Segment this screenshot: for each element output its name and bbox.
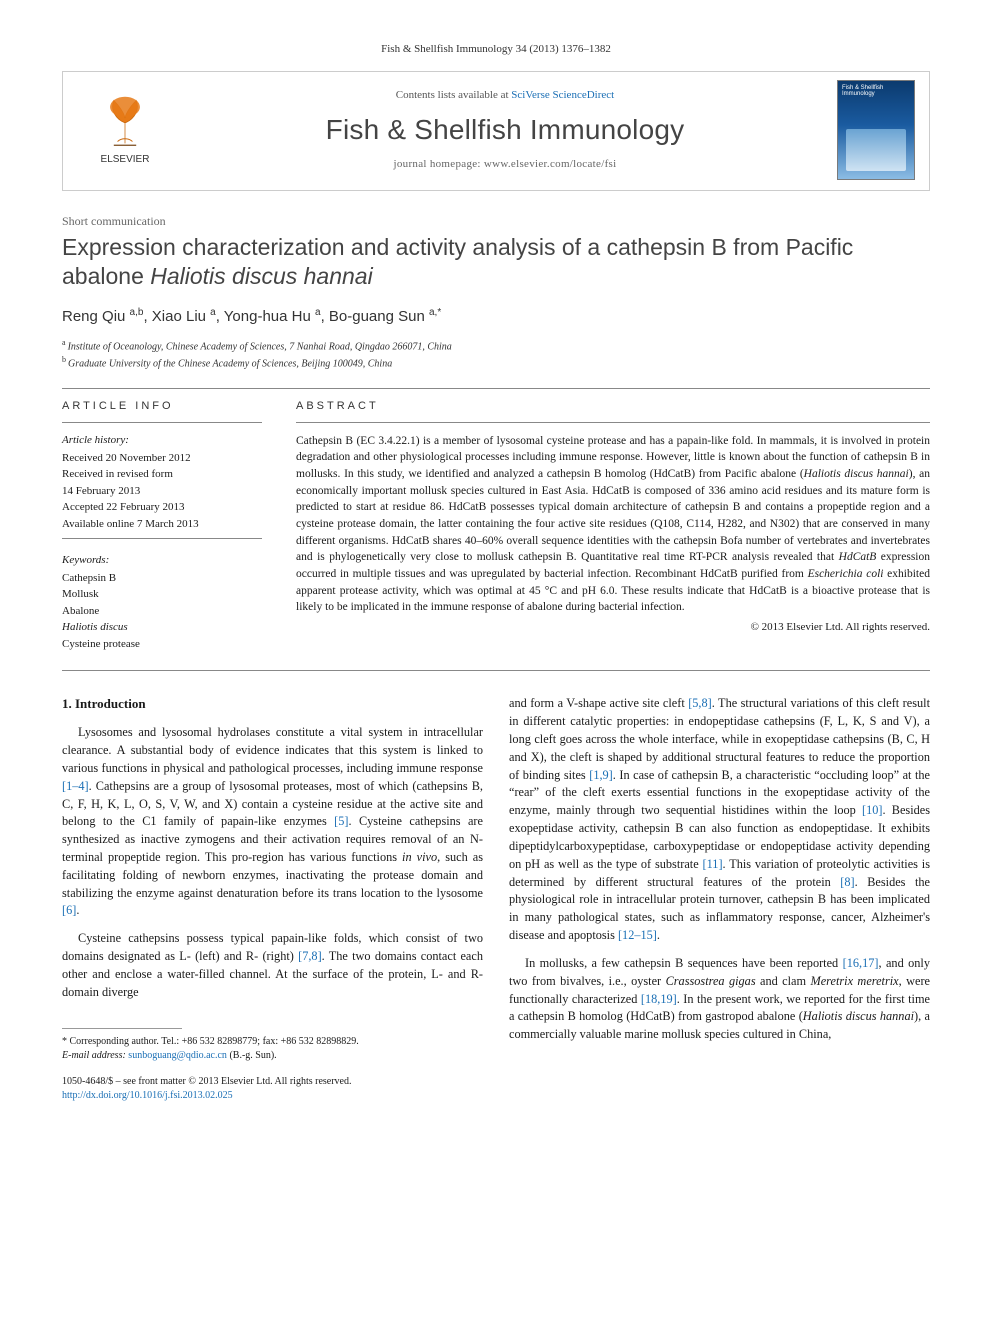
body-col-right: and form a V-shape active site cleft [5,… — [509, 695, 930, 1103]
contents-prefix: Contents lists available at — [396, 89, 511, 101]
abstract-sep — [296, 422, 930, 423]
body-columns: 1. Introduction Lysosomes and lysosomal … — [62, 695, 930, 1103]
journal-cover-thumb: Fish & Shellfish Immunology — [837, 80, 915, 180]
abstract-copyright: © 2013 Elsevier Ltd. All rights reserved… — [296, 620, 930, 635]
pubfoot-left: 1050-4648/$ – see front matter © 2013 El… — [62, 1075, 351, 1104]
corr-email-line: E-mail address: sunboguang@qdio.ac.cn (B… — [62, 1049, 483, 1063]
separator-mid — [62, 670, 930, 671]
corr-author-line: * Corresponding author. Tel.: +86 532 82… — [62, 1035, 483, 1049]
meta-row: ARTICLE INFO Article history: Received 2… — [62, 399, 930, 653]
separator-top — [62, 388, 930, 389]
affiliations: a Institute of Oceanology, Chinese Acade… — [62, 337, 930, 372]
abstract-col: ABSTRACT Cathepsin B (EC 3.4.22.1) is a … — [296, 399, 930, 653]
abstract-heading: ABSTRACT — [296, 399, 930, 414]
sciencedirect-link[interactable]: SciVerse ScienceDirect — [511, 89, 614, 101]
keywords-block: Keywords: Cathepsin BMolluskAbaloneHalio… — [62, 553, 262, 652]
intro-p3: and form a V-shape active site cleft [5,… — [509, 695, 930, 945]
footnote-separator — [62, 1028, 182, 1029]
corresponding-author-note: * Corresponding author. Tel.: +86 532 82… — [62, 1035, 483, 1063]
cover-title-text: Fish & Shellfish Immunology — [842, 85, 910, 98]
intro-p2: Cysteine cathepsins possess typical papa… — [62, 930, 483, 1001]
article-info-col: ARTICLE INFO Article history: Received 2… — [62, 399, 262, 653]
publisher-logo-col: ELSEVIER — [77, 93, 173, 167]
article-category: Short communication — [62, 213, 930, 229]
contents-available-line: Contents lists available at SciVerse Sci… — [173, 88, 837, 103]
publisher-name: ELSEVIER — [101, 153, 150, 167]
article-info-heading: ARTICLE INFO — [62, 399, 262, 414]
email-tail: (B.-g. Sun). — [227, 1050, 277, 1061]
journal-header-box: ELSEVIER Contents lists available at Sci… — [62, 71, 930, 191]
keyword-lines: Cathepsin BMolluskAbaloneHaliotis discus… — [62, 570, 262, 653]
section-heading-intro: 1. Introduction — [62, 695, 483, 714]
body-col-left: 1. Introduction Lysosomes and lysosomal … — [62, 695, 483, 1103]
doi-link[interactable]: http://dx.doi.org/10.1016/j.fsi.2013.02.… — [62, 1090, 233, 1101]
page: Fish & Shellfish Immunology 34 (2013) 13… — [0, 0, 992, 1134]
publication-footer: 1050-4648/$ – see front matter © 2013 El… — [62, 1075, 483, 1104]
keywords-head: Keywords: — [62, 553, 262, 568]
email-label: E-mail address: — [62, 1050, 128, 1061]
title-species: Haliotis discus hannai — [150, 263, 372, 289]
homepage-url[interactable]: www.elsevier.com/locate/fsi — [484, 158, 617, 170]
homepage-label: journal homepage: — [394, 158, 484, 170]
journal-homepage: journal homepage: www.elsevier.com/locat… — [173, 157, 837, 172]
history-lines: Received 20 November 2012Received in rev… — [62, 450, 262, 533]
author-list: Reng Qiu a,b, Xiao Liu a, Yong-hua Hu a,… — [62, 306, 930, 327]
article-title: Expression characterization and activity… — [62, 233, 930, 292]
elsevier-tree-icon — [97, 93, 153, 149]
history-head: Article history: — [62, 433, 262, 448]
info-sep-2 — [62, 538, 262, 539]
front-matter-line: 1050-4648/$ – see front matter © 2013 El… — [62, 1075, 351, 1090]
abstract-text: Cathepsin B (EC 3.4.22.1) is a member of… — [296, 433, 930, 616]
top-citation: Fish & Shellfish Immunology 34 (2013) 13… — [62, 42, 930, 57]
email-link[interactable]: sunboguang@qdio.ac.cn — [128, 1050, 227, 1061]
info-sep-1 — [62, 422, 262, 423]
intro-p1: Lysosomes and lysosomal hydrolases const… — [62, 724, 483, 920]
intro-p4: In mollusks, a few cathepsin B sequences… — [509, 955, 930, 1044]
header-middle: Contents lists available at SciVerse Sci… — [173, 88, 837, 171]
journal-title: Fish & Shellfish Immunology — [173, 111, 837, 149]
